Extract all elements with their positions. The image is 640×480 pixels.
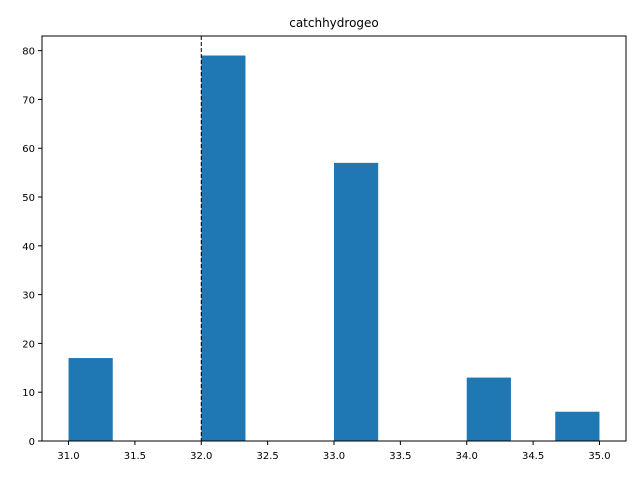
x-tick-label: 33.0 (323, 451, 345, 462)
chart-title: catchhydrogeo (289, 16, 379, 30)
y-tick-label: 10 (22, 388, 35, 399)
histogram-bar (201, 55, 246, 442)
x-tick-label: 32.0 (190, 451, 212, 462)
y-tick-label: 50 (22, 193, 35, 204)
x-tick-label: 34.0 (456, 451, 478, 462)
x-tick-label: 35.0 (588, 451, 610, 462)
y-axis: 0 10 20 30 40 50 60 70 80 (22, 47, 42, 448)
histogram-bar (466, 377, 511, 441)
y-tick-label: 40 (22, 242, 35, 253)
y-tick-label: 0 (29, 437, 35, 448)
histogram-bar (334, 162, 379, 441)
bars-group (68, 55, 600, 442)
histogram-bar (68, 358, 113, 441)
x-tick-label: 31.0 (57, 451, 79, 462)
y-tick-label: 70 (22, 95, 35, 106)
y-tick-label: 80 (22, 47, 35, 58)
x-tick-label: 33.5 (389, 451, 411, 462)
y-tick-label: 20 (22, 339, 35, 350)
y-tick-label: 60 (22, 144, 35, 155)
y-tick-label: 30 (22, 291, 35, 302)
histogram-bar (555, 411, 600, 441)
x-tick-label: 32.5 (257, 451, 279, 462)
x-axis: 31.0 31.5 32.0 32.5 33.0 33.5 34.0 34.5 35.0 (57, 441, 611, 462)
x-tick-label: 34.5 (522, 451, 544, 462)
x-tick-label: 31.5 (124, 451, 146, 462)
